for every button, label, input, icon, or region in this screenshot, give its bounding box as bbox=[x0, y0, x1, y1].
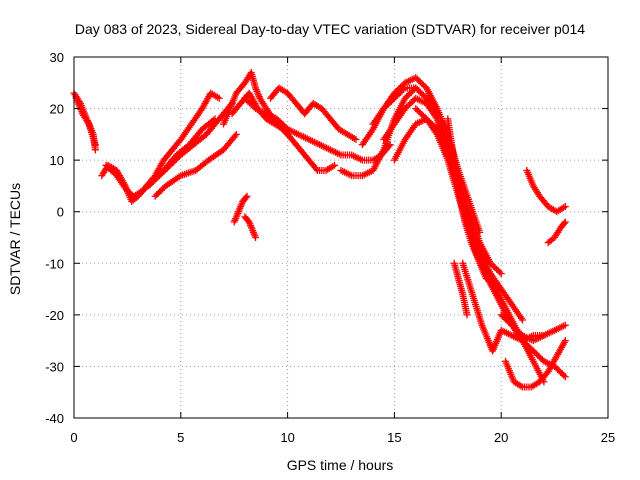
y-tick-label: 0 bbox=[57, 205, 64, 220]
data-point bbox=[232, 130, 240, 138]
series-track-j bbox=[267, 84, 360, 144]
x-axis-label: GPS time / hours bbox=[287, 457, 394, 473]
data-point bbox=[561, 203, 569, 211]
y-tick-label: 30 bbox=[50, 50, 64, 65]
data-point bbox=[215, 94, 223, 102]
x-tick-label: 20 bbox=[494, 430, 508, 445]
chart-title: Day 083 of 2023, Sidereal Day-to-day VTE… bbox=[75, 21, 585, 37]
data-point bbox=[560, 371, 568, 379]
data-point bbox=[91, 141, 99, 149]
series-track-f bbox=[151, 130, 240, 200]
series-track-x bbox=[523, 166, 569, 216]
x-tick-label: 5 bbox=[177, 430, 184, 445]
data-point bbox=[497, 270, 505, 278]
y-tick-label: 10 bbox=[50, 153, 64, 168]
data-point bbox=[231, 132, 239, 140]
data-point bbox=[561, 337, 569, 345]
data-point bbox=[463, 311, 471, 319]
data-point bbox=[482, 275, 490, 283]
data-point bbox=[561, 321, 569, 329]
y-tick-label: -30 bbox=[45, 359, 64, 374]
x-tick-label: 0 bbox=[70, 430, 77, 445]
y-axis-label: SDTVAR / TECUs bbox=[7, 183, 23, 295]
series-track-k bbox=[230, 192, 251, 226]
data-point bbox=[496, 268, 504, 276]
series-track-l bbox=[241, 213, 260, 241]
data-point bbox=[560, 219, 568, 227]
series-track-u bbox=[459, 259, 548, 355]
data-point bbox=[175, 173, 183, 181]
data-point bbox=[400, 85, 408, 93]
data-point bbox=[331, 161, 339, 169]
x-tick-label: 10 bbox=[280, 430, 294, 445]
series-track-v bbox=[497, 311, 569, 345]
plot-frame bbox=[73, 56, 609, 419]
series-track-w bbox=[501, 337, 569, 391]
x-tick-label: 15 bbox=[387, 430, 401, 445]
data-point bbox=[312, 165, 320, 173]
data-point bbox=[352, 136, 360, 144]
x-tick-label: 25 bbox=[601, 430, 615, 445]
data-point bbox=[243, 192, 251, 200]
data-point bbox=[519, 316, 527, 324]
y-tick-label: -20 bbox=[45, 308, 64, 323]
axis-ticks: 0 5 10 15 20 25 -40 -30 -20 -10 0 10 20 30 bbox=[45, 50, 615, 445]
data-point bbox=[561, 373, 569, 381]
data-point bbox=[242, 194, 250, 202]
y-tick-label: -40 bbox=[45, 411, 64, 426]
y-tick-label: 20 bbox=[50, 102, 64, 117]
data-points bbox=[70, 68, 569, 391]
data-point bbox=[252, 234, 260, 241]
series-track-s bbox=[444, 115, 490, 283]
series-track-i bbox=[241, 94, 394, 164]
data-point bbox=[561, 218, 569, 226]
series-track-t bbox=[450, 259, 471, 319]
data-point bbox=[386, 141, 394, 149]
y-tick-label: -10 bbox=[45, 256, 64, 271]
series-track-y bbox=[544, 218, 569, 247]
